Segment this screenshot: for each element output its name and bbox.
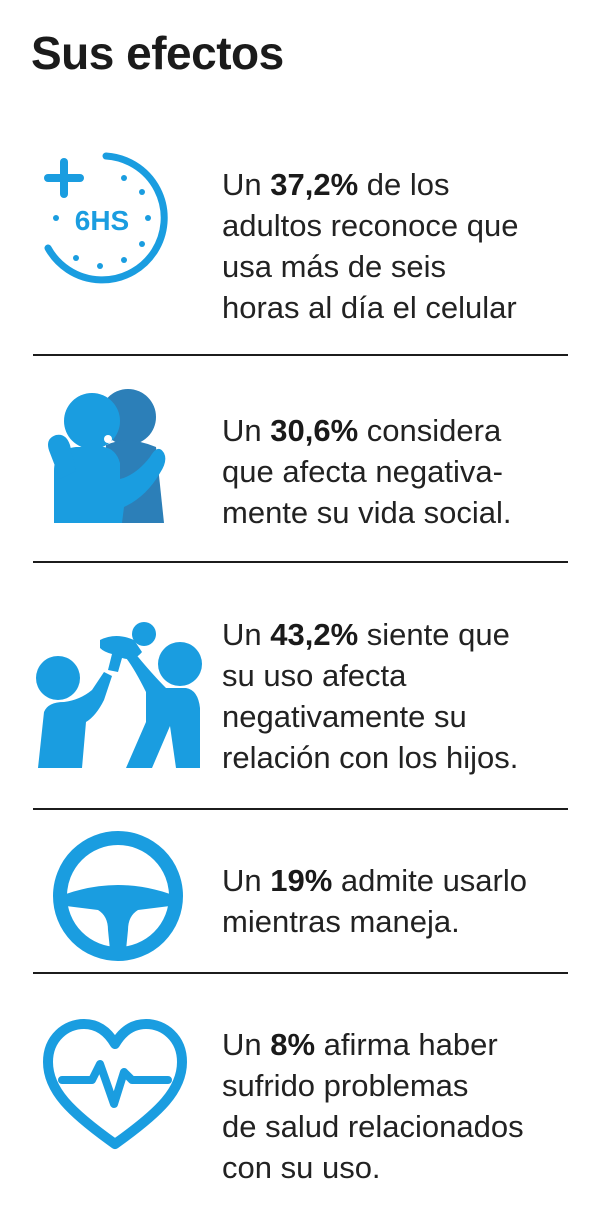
text-line: negativamente su: [222, 699, 467, 734]
text-line: de salud relacionados: [222, 1109, 524, 1144]
heart-pulse-icon: [43, 1019, 187, 1149]
text-line: de los: [358, 167, 450, 202]
effect-text: Un 37,2% de los adultos reconoce que usa…: [222, 164, 582, 328]
text-prefix: Un: [222, 413, 271, 448]
effect-text: Un 8% afirma haber sufrido problemas de …: [222, 1024, 582, 1188]
stat-value: 43,2%: [270, 617, 359, 652]
stat-value: 19%: [270, 863, 333, 898]
text-line: su uso afecta: [222, 658, 407, 693]
divider: [33, 354, 568, 356]
effect-text: Un 19% admite usarlo mientras maneja.: [222, 860, 582, 942]
text-line: usa más de seis: [222, 249, 446, 284]
divider: [33, 972, 568, 974]
text-prefix: Un: [222, 1027, 271, 1062]
clock-6hs-icon: 6HS: [44, 152, 168, 284]
text-line: admite usarlo: [332, 863, 528, 898]
text-line: adultos reconoce que: [222, 208, 519, 243]
page-title: Sus efectos: [31, 27, 284, 79]
text-line: relación con los hijos.: [222, 740, 519, 775]
stat-value: 37,2%: [270, 167, 359, 202]
text-prefix: Un: [222, 617, 271, 652]
steering-wheel-icon: [53, 831, 183, 961]
divider: [33, 808, 568, 810]
text-line: considera: [358, 413, 502, 448]
text-line: que afecta negativa-: [222, 454, 503, 489]
text-line: mientras maneja.: [222, 904, 460, 939]
text-prefix: Un: [222, 167, 271, 202]
family-icon: [36, 622, 202, 768]
stat-value: 8%: [270, 1027, 316, 1062]
text-line: siente que: [358, 617, 510, 652]
clock-label: 6HS: [75, 205, 129, 236]
text-line: mente su vida social.: [222, 495, 512, 530]
effect-text: Un 43,2% siente que su uso afecta negati…: [222, 614, 582, 778]
divider: [33, 561, 568, 563]
text-line: con su uso.: [222, 1150, 381, 1185]
text-line: horas al día el celular: [222, 290, 517, 325]
text-prefix: Un: [222, 863, 271, 898]
text-line: afirma haber: [315, 1027, 498, 1062]
text-line: sufrido problemas: [222, 1068, 469, 1103]
effect-text: Un 30,6% considera que afecta negativa- …: [222, 410, 582, 533]
stat-value: 30,6%: [270, 413, 359, 448]
hug-icon: [48, 389, 166, 523]
